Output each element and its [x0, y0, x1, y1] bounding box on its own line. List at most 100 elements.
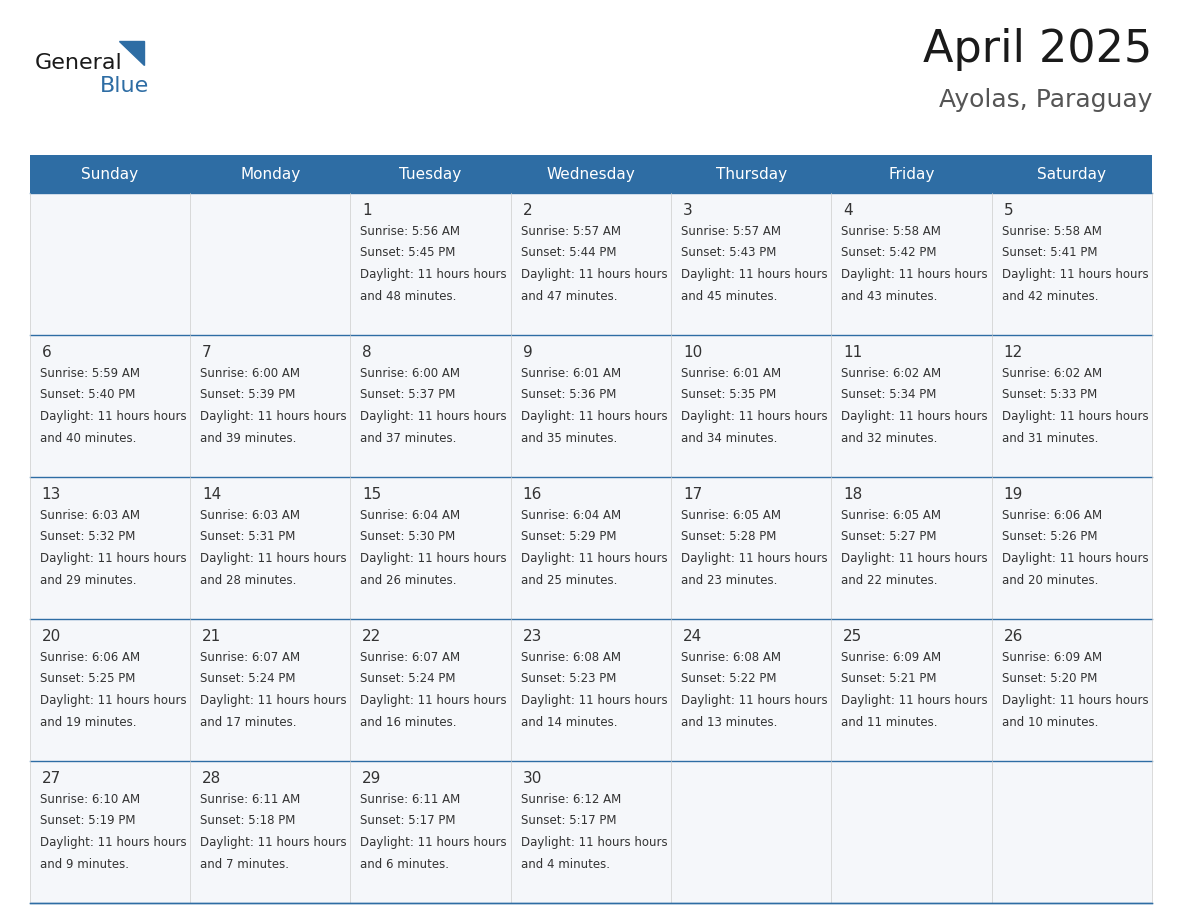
FancyBboxPatch shape [190, 477, 350, 619]
FancyBboxPatch shape [511, 619, 671, 761]
Text: Daylight: 11 hours hours: Daylight: 11 hours hours [39, 836, 187, 849]
Text: and 29 minutes.: and 29 minutes. [39, 574, 137, 587]
FancyBboxPatch shape [671, 761, 832, 903]
Text: Sunrise: 6:10 AM: Sunrise: 6:10 AM [39, 793, 140, 806]
Text: Daylight: 11 hours hours: Daylight: 11 hours hours [200, 552, 347, 565]
Text: Sunset: 5:45 PM: Sunset: 5:45 PM [360, 247, 456, 260]
Text: Daylight: 11 hours hours: Daylight: 11 hours hours [1001, 552, 1148, 565]
Text: Daylight: 11 hours hours: Daylight: 11 hours hours [360, 410, 507, 423]
Text: 14: 14 [202, 487, 221, 502]
Text: and 35 minutes.: and 35 minutes. [520, 431, 617, 444]
Text: Sunrise: 6:00 AM: Sunrise: 6:00 AM [360, 367, 461, 380]
Text: Sunset: 5:35 PM: Sunset: 5:35 PM [681, 388, 776, 401]
FancyBboxPatch shape [832, 477, 992, 619]
Text: Daylight: 11 hours hours: Daylight: 11 hours hours [360, 694, 507, 707]
Text: Sunrise: 6:05 AM: Sunrise: 6:05 AM [841, 509, 941, 522]
Text: Daylight: 11 hours hours: Daylight: 11 hours hours [1001, 694, 1148, 707]
FancyBboxPatch shape [190, 193, 350, 335]
Text: Daylight: 11 hours hours: Daylight: 11 hours hours [841, 694, 988, 707]
Text: Blue: Blue [100, 76, 148, 96]
FancyBboxPatch shape [30, 619, 190, 761]
FancyBboxPatch shape [511, 761, 671, 903]
FancyBboxPatch shape [832, 619, 992, 761]
Text: Sunset: 5:26 PM: Sunset: 5:26 PM [1001, 531, 1097, 543]
Text: Daylight: 11 hours hours: Daylight: 11 hours hours [520, 836, 668, 849]
Text: Daylight: 11 hours hours: Daylight: 11 hours hours [39, 694, 187, 707]
Text: Sunrise: 6:08 AM: Sunrise: 6:08 AM [520, 651, 620, 664]
Text: Sunrise: 5:57 AM: Sunrise: 5:57 AM [520, 225, 620, 238]
Text: Sunrise: 6:00 AM: Sunrise: 6:00 AM [200, 367, 301, 380]
Text: 19: 19 [1004, 487, 1023, 502]
FancyBboxPatch shape [671, 619, 832, 761]
FancyBboxPatch shape [30, 193, 190, 335]
Text: Sunset: 5:24 PM: Sunset: 5:24 PM [200, 673, 296, 686]
FancyBboxPatch shape [190, 761, 350, 903]
Text: 3: 3 [683, 203, 693, 218]
Text: and 25 minutes.: and 25 minutes. [520, 574, 617, 587]
Text: Sunrise: 6:11 AM: Sunrise: 6:11 AM [360, 793, 461, 806]
Text: Wednesday: Wednesday [546, 166, 636, 182]
FancyBboxPatch shape [832, 761, 992, 903]
Text: Sunrise: 6:11 AM: Sunrise: 6:11 AM [200, 793, 301, 806]
FancyBboxPatch shape [30, 335, 190, 477]
Text: and 14 minutes.: and 14 minutes. [520, 715, 618, 729]
Text: and 22 minutes.: and 22 minutes. [841, 574, 937, 587]
Text: and 11 minutes.: and 11 minutes. [841, 715, 937, 729]
Text: 25: 25 [843, 629, 862, 644]
FancyBboxPatch shape [511, 193, 671, 335]
Text: Sunrise: 6:07 AM: Sunrise: 6:07 AM [200, 651, 301, 664]
Text: Tuesday: Tuesday [399, 166, 462, 182]
Text: Daylight: 11 hours hours: Daylight: 11 hours hours [200, 410, 347, 423]
Text: Sunset: 5:33 PM: Sunset: 5:33 PM [1001, 388, 1097, 401]
Text: Sunset: 5:30 PM: Sunset: 5:30 PM [360, 531, 456, 543]
Text: Daylight: 11 hours hours: Daylight: 11 hours hours [681, 268, 828, 281]
Text: 9: 9 [523, 345, 532, 360]
Text: and 13 minutes.: and 13 minutes. [681, 715, 777, 729]
FancyBboxPatch shape [671, 477, 832, 619]
FancyBboxPatch shape [350, 761, 511, 903]
Text: Sunrise: 6:04 AM: Sunrise: 6:04 AM [360, 509, 461, 522]
FancyBboxPatch shape [350, 477, 511, 619]
Text: Daylight: 11 hours hours: Daylight: 11 hours hours [200, 836, 347, 849]
Text: 4: 4 [843, 203, 853, 218]
Text: 10: 10 [683, 345, 702, 360]
Text: Sunrise: 5:58 AM: Sunrise: 5:58 AM [841, 225, 941, 238]
Text: Ayolas, Paraguay: Ayolas, Paraguay [939, 88, 1152, 112]
Text: Sunrise: 6:06 AM: Sunrise: 6:06 AM [39, 651, 140, 664]
Text: Sunset: 5:21 PM: Sunset: 5:21 PM [841, 673, 937, 686]
Text: Daylight: 11 hours hours: Daylight: 11 hours hours [360, 552, 507, 565]
Text: and 48 minutes.: and 48 minutes. [360, 289, 456, 303]
Text: Sunset: 5:29 PM: Sunset: 5:29 PM [520, 531, 617, 543]
Text: and 43 minutes.: and 43 minutes. [841, 289, 937, 303]
Polygon shape [119, 41, 144, 65]
Text: 28: 28 [202, 771, 221, 786]
Text: and 6 minutes.: and 6 minutes. [360, 857, 449, 870]
Text: 6: 6 [42, 345, 51, 360]
Text: Sunrise: 6:09 AM: Sunrise: 6:09 AM [841, 651, 941, 664]
Text: Sunset: 5:23 PM: Sunset: 5:23 PM [520, 673, 617, 686]
Text: Sunset: 5:34 PM: Sunset: 5:34 PM [841, 388, 936, 401]
Text: Thursday: Thursday [715, 166, 786, 182]
FancyBboxPatch shape [992, 619, 1152, 761]
Text: and 32 minutes.: and 32 minutes. [841, 431, 937, 444]
Text: Sunset: 5:32 PM: Sunset: 5:32 PM [39, 531, 135, 543]
FancyBboxPatch shape [30, 477, 190, 619]
Text: Sunset: 5:42 PM: Sunset: 5:42 PM [841, 247, 937, 260]
FancyBboxPatch shape [511, 477, 671, 619]
Text: 13: 13 [42, 487, 61, 502]
Text: and 19 minutes.: and 19 minutes. [39, 715, 137, 729]
Text: Sunrise: 6:02 AM: Sunrise: 6:02 AM [841, 367, 941, 380]
Text: Monday: Monday [240, 166, 301, 182]
Text: 26: 26 [1004, 629, 1023, 644]
Text: Sunrise: 5:57 AM: Sunrise: 5:57 AM [681, 225, 781, 238]
FancyBboxPatch shape [671, 193, 832, 335]
Text: and 10 minutes.: and 10 minutes. [1001, 715, 1098, 729]
Text: Sunset: 5:27 PM: Sunset: 5:27 PM [841, 531, 937, 543]
Text: 16: 16 [523, 487, 542, 502]
Text: Sunset: 5:25 PM: Sunset: 5:25 PM [39, 673, 135, 686]
Text: Sunset: 5:17 PM: Sunset: 5:17 PM [520, 814, 617, 827]
FancyBboxPatch shape [30, 761, 190, 903]
FancyBboxPatch shape [671, 335, 832, 477]
Text: Sunset: 5:31 PM: Sunset: 5:31 PM [200, 531, 296, 543]
FancyBboxPatch shape [832, 335, 992, 477]
